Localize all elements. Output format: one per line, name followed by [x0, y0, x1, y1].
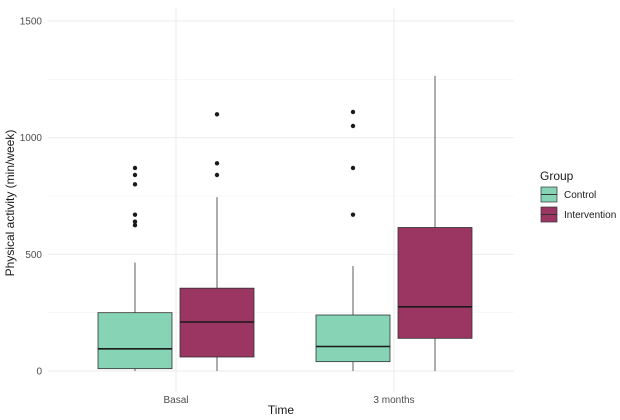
legend-label-intervention: Intervention — [564, 210, 616, 221]
outlier-point-intervention — [214, 161, 220, 166]
y-tick-label: 1500 — [20, 17, 43, 28]
outlier-point-intervention — [214, 172, 220, 178]
outlier-point-control — [350, 109, 356, 115]
x-tick-label: Basal — [163, 395, 188, 406]
x-tick-labels: Basal 3 months — [163, 395, 414, 406]
outlier-point-control — [132, 222, 138, 228]
y-tick-labels: 0 500 1000 1500 — [20, 17, 43, 378]
outlier-point-control — [132, 172, 138, 178]
y-tick-label: 0 — [36, 367, 42, 378]
y-tick-label: 500 — [25, 250, 42, 261]
legend-title: Group — [540, 169, 574, 183]
y-tick-label: 1000 — [20, 133, 43, 144]
outlier-point-intervention — [214, 112, 220, 117]
outlier-point-control — [350, 123, 356, 129]
box-control — [315, 314, 391, 363]
outlier-point-control — [132, 165, 138, 171]
outlier-point-control — [132, 219, 138, 224]
box-intervention — [397, 227, 473, 339]
outlier-point-control — [350, 212, 356, 217]
box-series — [97, 75, 473, 371]
x-tick-label: 3 months — [373, 395, 414, 406]
x-axis-title: Time — [268, 403, 295, 417]
y-axis-title: Physical activity (min/week) — [3, 130, 17, 277]
outlier-point-control — [132, 212, 138, 217]
box-control — [97, 312, 173, 370]
outlier-point-control — [132, 182, 138, 187]
legend: Group Control Intervention — [540, 169, 616, 223]
legend-label-control: Control — [564, 190, 596, 201]
outlier-point-control — [350, 165, 356, 171]
